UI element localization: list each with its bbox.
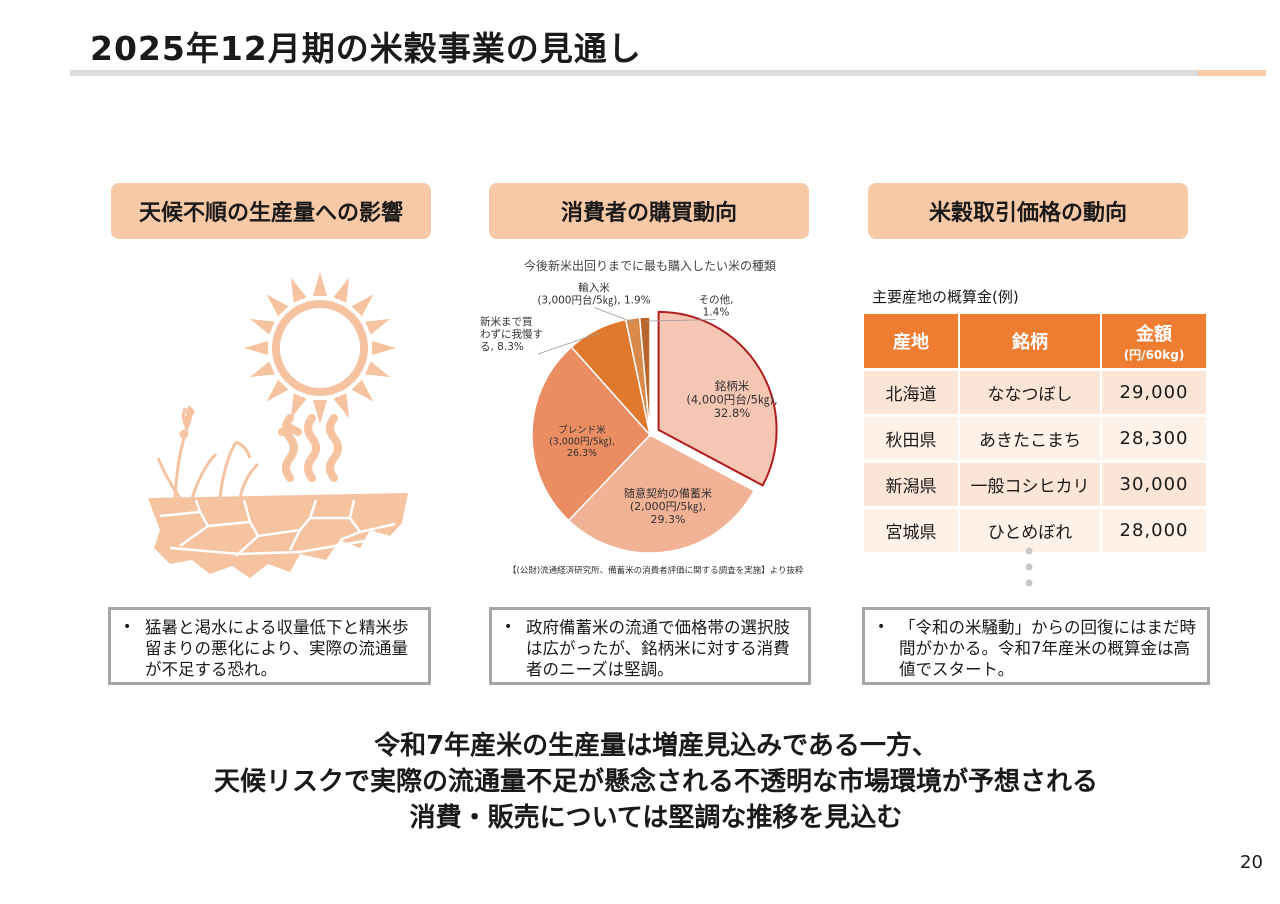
table-row: 宮城県 ひとめぼれ 28,000 xyxy=(864,506,1206,552)
cell-amount: 30,000 xyxy=(1101,460,1206,508)
header-consumer-trends: 消費者の購買動向 xyxy=(489,183,809,239)
cell-region: 新潟県 xyxy=(864,460,960,508)
cell-brand: ななつぼし xyxy=(959,368,1102,416)
header-amount: 金額 (円/60kg) xyxy=(1101,314,1206,370)
purchase-intent-pie-chart: 銘柄米(4,000円台/5㎏), 32.8% 随意契約の備蓄米(2,000円/5㎏)… xyxy=(480,281,778,554)
title-underline xyxy=(70,70,1198,76)
title-underline-accent xyxy=(1198,70,1266,76)
cell-region: 宮城県 xyxy=(864,506,960,552)
table-row: 北海道 ななつぼし 29,000 xyxy=(864,368,1206,416)
pie-slice-label: 輸入米(3,000円台/5㎏), 1.9% xyxy=(537,281,650,307)
cell-region: 秋田県 xyxy=(864,414,960,462)
header-brand: 銘柄 xyxy=(959,314,1102,370)
pie-slice xyxy=(567,434,756,554)
pie-leader-line xyxy=(537,332,599,355)
more-rows-indicator xyxy=(1025,547,1033,587)
price-table: 産地 銘柄 金額 (円/60kg) 北海道 ななつぼし 29,000 秋田県 あ… xyxy=(864,314,1206,552)
table-caption: 主要産地の概算金(例) xyxy=(872,288,1019,306)
withered-rice-icon xyxy=(156,405,260,499)
sun-icon xyxy=(244,272,396,424)
table-row: 新潟県 一般コシヒカリ 30,000 xyxy=(864,460,1206,508)
header-price-trends: 米穀取引価格の動向 xyxy=(868,183,1188,239)
note-text: 「令和の米騒動」からの回復にはまだ時間がかかる。令和7年産米の概算金は高値でスタ… xyxy=(899,618,1196,679)
summary-line-3: 消費・販売については堅調な推移を見込む xyxy=(409,803,903,833)
bullet: • xyxy=(504,619,513,635)
header-weather-impact: 天候不順の生産量への影響 xyxy=(111,183,431,239)
page-title: 2025年12月期の米穀事業の見通し xyxy=(90,29,642,68)
pie-slice-label: 随意契約の備蓄米(2,000円/5㎏), 29.3% xyxy=(624,486,712,526)
bullet: • xyxy=(123,619,132,635)
chart-title: 今後新米出回りまでに最も購入したい米の種類 xyxy=(523,259,776,273)
cell-amount: 28,300 xyxy=(1101,414,1206,462)
note-consumer-trends: • 政府備蓄米の流通で価格帯の選択肢は広がったが、銘柄米に対する消費者のニーズは… xyxy=(489,607,811,685)
summary-message: 令和7年産米の生産量は増産見込みである一方、 天候リスクで実際の流通量不足が懸念… xyxy=(0,728,1280,836)
table-row: 秋田県 あきたこまち 28,300 xyxy=(864,414,1206,462)
note-weather-impact: • 猛暑と渇水による収量低下と精米歩留まりの悪化により、実際の流通量が不足する恐… xyxy=(108,607,431,685)
pie-slice xyxy=(657,310,778,487)
pie-leader-line xyxy=(644,319,717,322)
note-text: 猛暑と渇水による収量低下と精米歩留まりの悪化により、実際の流通量が不足する恐れ。 xyxy=(145,618,409,679)
page-number: 20 xyxy=(1240,852,1263,873)
pie-leader-line xyxy=(593,307,634,323)
pie-slice-label: ブレンド米(3,000円/5㎏), 26.3% xyxy=(549,424,615,459)
chart-source: 【(公財)流通経済研究所、備蓄米の消費者評価に関する調査を実施】より抜粋 xyxy=(508,566,804,576)
header-amount-label: 金額 xyxy=(1136,323,1172,345)
pie-slice-label: 新米まで買わずに我慢する, 8.3% xyxy=(480,315,543,353)
pie-slice-label: 銘柄米(4,000円台/5㎏), 32.8% xyxy=(686,379,777,420)
cell-brand: あきたこまち xyxy=(959,414,1102,462)
header-region: 産地 xyxy=(864,314,960,370)
note-price-trends: • 「令和の米騒動」からの回復にはまだ時間がかかる。令和7年産米の概算金は高値で… xyxy=(862,607,1210,685)
summary-line-2: 天候リスクで実際の流通量不足が懸念される不透明な市場環境が予想される xyxy=(213,767,1098,797)
header-amount-unit: (円/60kg) xyxy=(1123,347,1185,362)
heat-waves-icon xyxy=(278,414,342,482)
pie-slice xyxy=(531,345,652,522)
cell-amount: 29,000 xyxy=(1101,368,1206,416)
sun-drought-illustration xyxy=(148,272,408,578)
pie-slice xyxy=(638,316,651,436)
cell-brand: ひとめぼれ xyxy=(959,506,1102,552)
cracked-ground-icon xyxy=(148,493,408,578)
cell-region: 北海道 xyxy=(864,368,960,416)
bullet: • xyxy=(877,619,886,635)
cell-brand: 一般コシヒカリ xyxy=(959,460,1102,508)
pie-slice-label: その他, 1.4% xyxy=(699,293,734,319)
summary-line-1: 令和7年産米の生産量は増産見込みである一方、 xyxy=(374,731,938,761)
cell-amount: 28,000 xyxy=(1101,506,1206,552)
note-text: 政府備蓄米の流通で価格帯の選択肢は広がったが、銘柄米に対する消費者のニーズは堅調… xyxy=(526,618,790,679)
